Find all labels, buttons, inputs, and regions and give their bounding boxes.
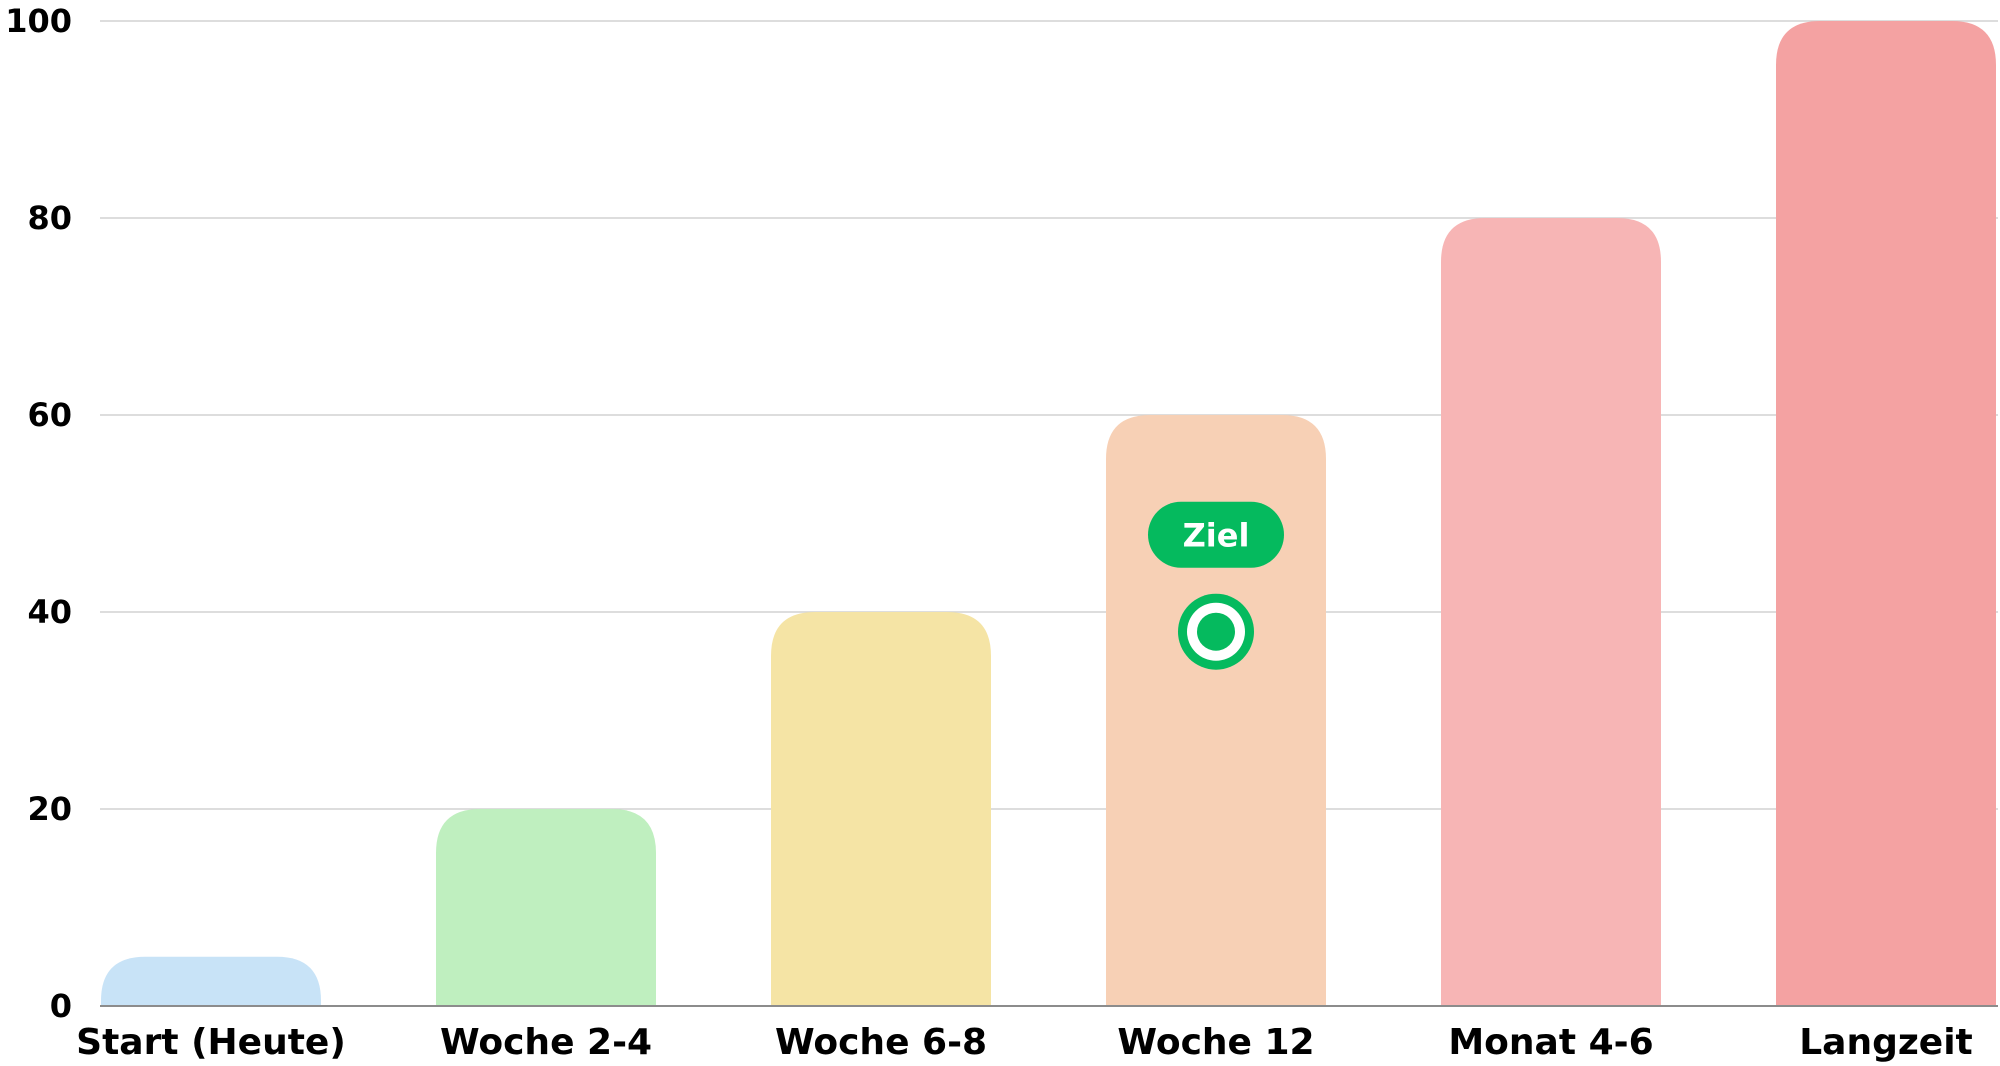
target-icon <box>1178 593 1254 670</box>
target-annotation: Ziel <box>1148 501 1284 670</box>
x-tick-label: Start (Heute) <box>76 1022 346 1063</box>
y-tick-label: 80 <box>27 199 72 237</box>
target-icon-dot <box>1197 612 1235 651</box>
bar <box>1441 218 1661 1006</box>
bar <box>1776 21 1996 1006</box>
gridlines <box>100 20 1998 810</box>
x-tick-label: Woche 6-8 <box>775 1022 987 1063</box>
x-axis-labels: Start (Heute) Woche 2-4 Woche 6-8 Woche 12 M… <box>76 1022 1973 1063</box>
x-tick-label: Woche 2-4 <box>440 1022 652 1063</box>
target-label: Ziel <box>1183 517 1250 555</box>
x-tick-label: Langzeit <box>1799 1022 1973 1063</box>
x-tick-label: Monat 4-6 <box>1448 1022 1653 1063</box>
y-tick-label: 100 <box>5 2 72 40</box>
bar <box>771 612 991 1006</box>
target-label-pill <box>1148 501 1284 568</box>
y-tick-label: 60 <box>27 396 72 434</box>
bar <box>101 956 321 1006</box>
y-tick-label: 40 <box>27 593 72 631</box>
x-tick-label: Woche 12 <box>1117 1022 1314 1063</box>
y-axis-ticks: 0 20 40 60 80 100 <box>5 2 72 1025</box>
y-tick-label: 20 <box>27 790 72 828</box>
bar <box>1106 415 1326 1006</box>
bars <box>101 21 1996 1006</box>
y-tick-label: 0 <box>50 987 72 1025</box>
bar <box>436 809 656 1006</box>
